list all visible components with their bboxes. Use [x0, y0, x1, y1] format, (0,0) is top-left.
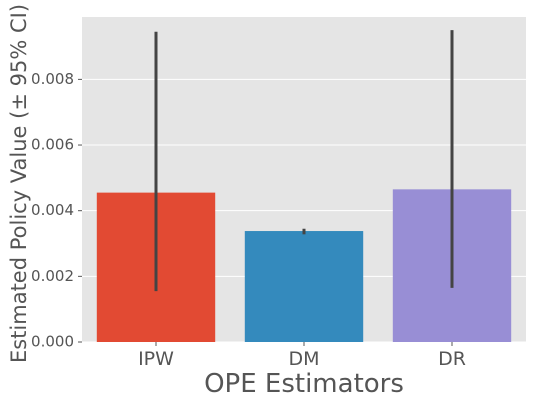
x-axis-ticks: IPW DM DR [138, 342, 466, 370]
x-tick-label: DR [438, 348, 466, 370]
y-tick-label: 0.000 [31, 333, 74, 351]
y-axis-label: Estimated Policy Value (± 95% CI) [7, 4, 31, 363]
y-tick-label: 0.006 [31, 136, 74, 154]
y-axis-ticks: 0.000 0.002 0.004 0.006 0.008 [31, 70, 82, 351]
y-tick-label: 0.008 [31, 70, 74, 88]
x-axis-label: OPE Estimators [204, 369, 404, 399]
y-tick-label: 0.004 [31, 201, 74, 219]
error-bars [154, 30, 454, 292]
x-tick-label: IPW [138, 348, 174, 370]
bars [96, 189, 512, 342]
bar-dm [244, 231, 364, 342]
y-tick-label: 0.002 [31, 267, 74, 285]
x-tick-label: DM [288, 348, 319, 370]
